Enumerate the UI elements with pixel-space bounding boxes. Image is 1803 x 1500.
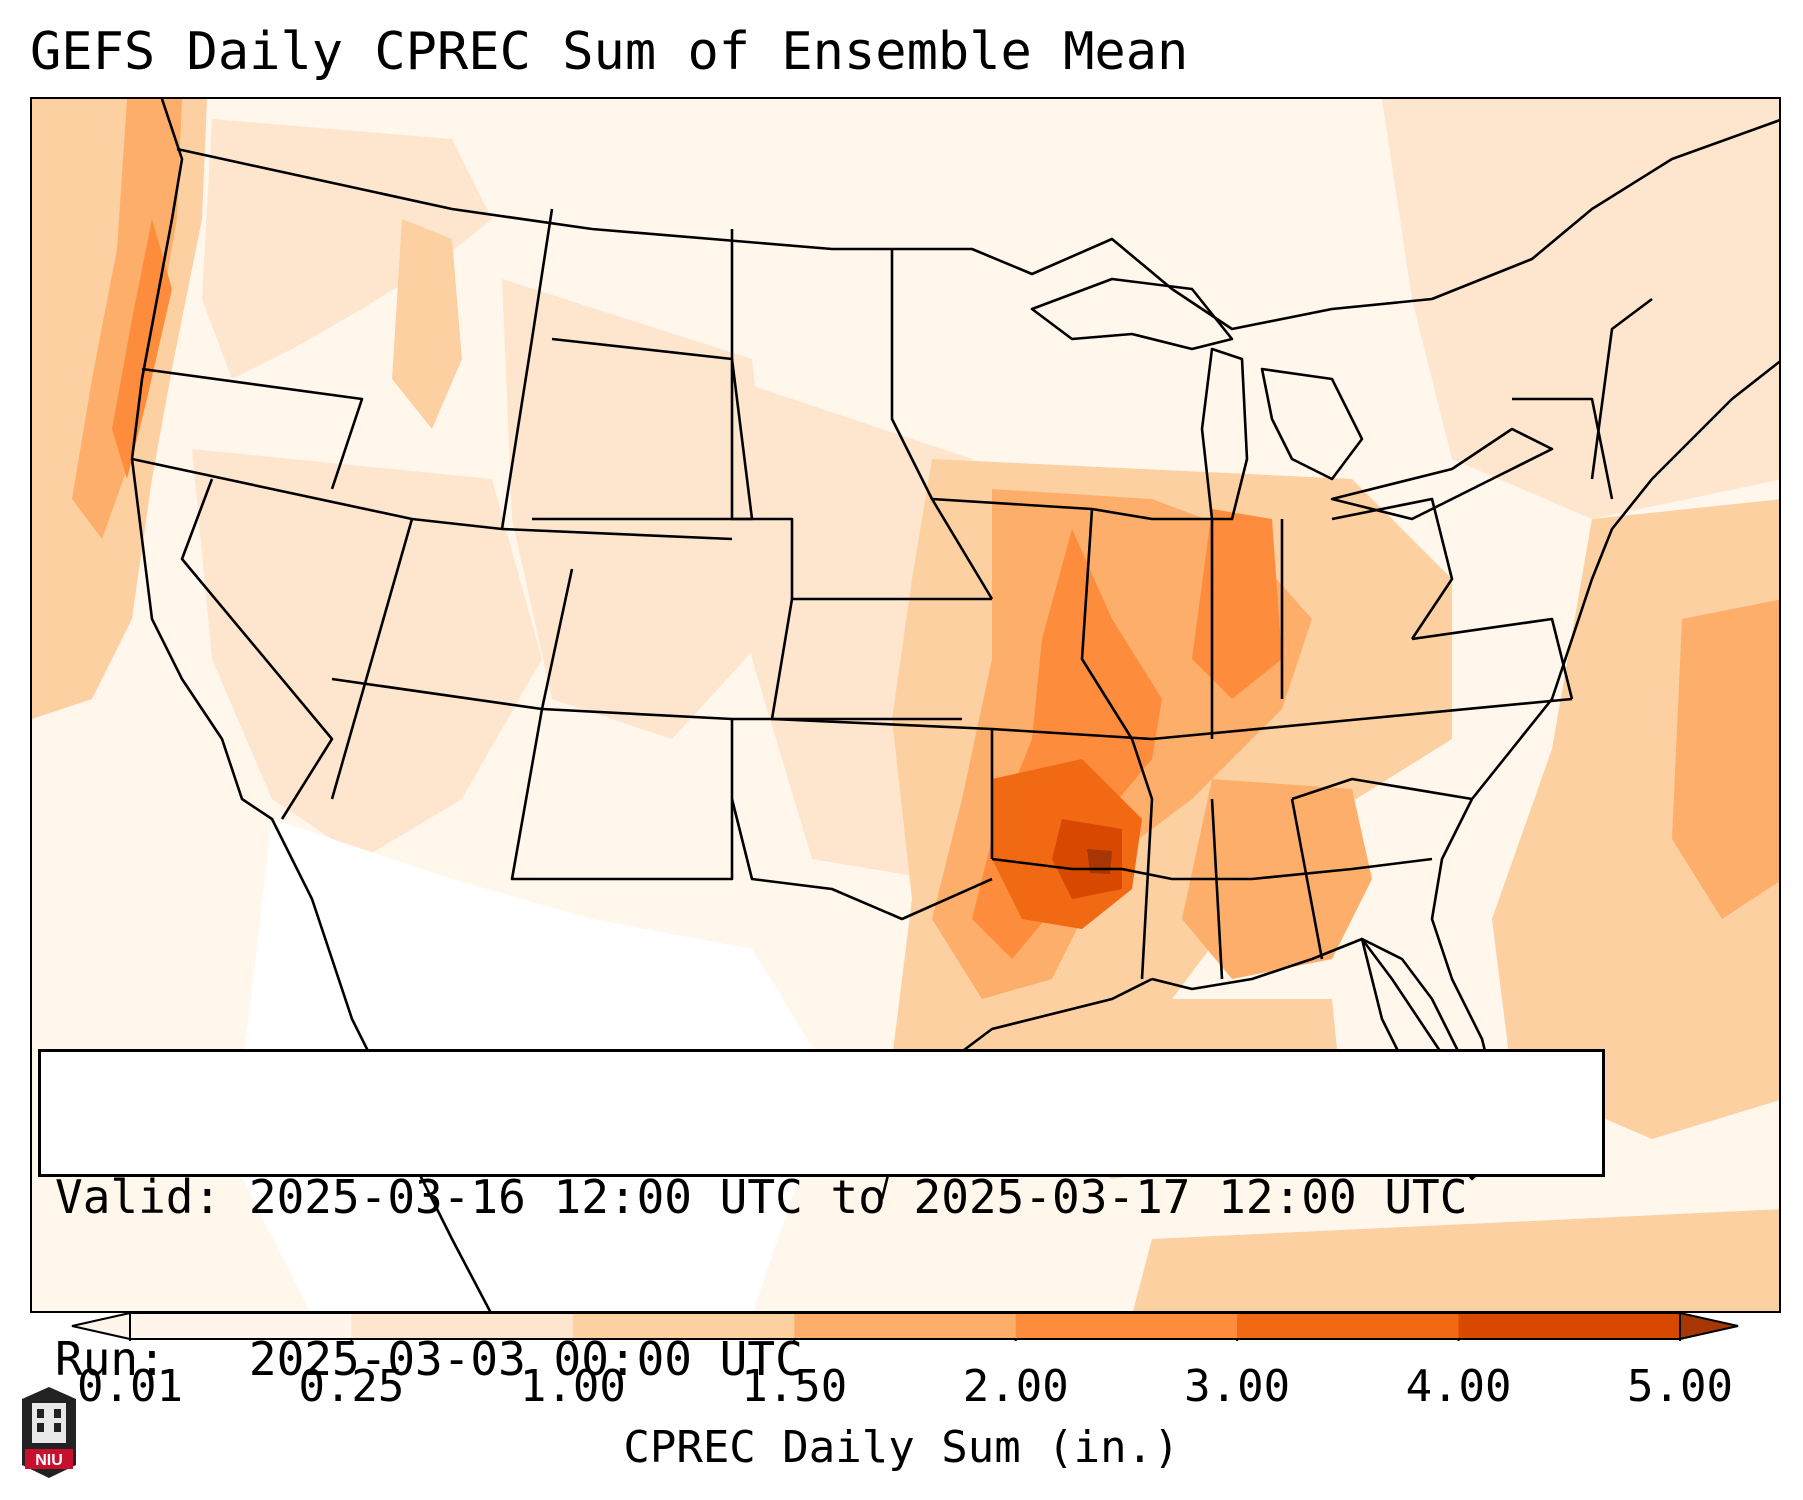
state-line-9 — [510, 568, 734, 881]
colorbar-tick-label: 3.00 — [1184, 1361, 1291, 1412]
colorbar-segment — [794, 1313, 1017, 1339]
great-lakes-michigan — [1200, 347, 1249, 521]
colorbar-tick-labels: 0.01 0.25 1.00 1.50 2.00 3.00 4.00 5.00 — [0, 1362, 1803, 1412]
state-line-22 — [1331, 497, 1454, 640]
colorbar-tick-label: 1.50 — [741, 1361, 848, 1412]
colorbar-graphic — [71, 1311, 1739, 1341]
great-lakes-superior — [1030, 277, 1234, 351]
precip-northeast — [1382, 99, 1779, 519]
state-line-7 — [532, 337, 754, 521]
colorbar-segment — [1015, 1313, 1238, 1339]
niu-logo: NIU — [22, 1387, 76, 1478]
valid-value: 2025-03-16 12:00 UTC to 2025-03-17 12:00… — [248, 1170, 1468, 1224]
state-line-16 — [1080, 508, 1134, 740]
state-line-10 — [770, 598, 994, 859]
colorbar-segment — [351, 1313, 574, 1339]
run-line: Run: 2025-03-03 00:00 UTC — [55, 1332, 1588, 1386]
state-line-4 — [330, 518, 414, 800]
state-line-2 — [131, 457, 733, 541]
colorbar-border — [129, 1312, 1681, 1340]
precip-atlantic-core — [1672, 599, 1779, 919]
colorbar — [70, 1311, 1740, 1341]
precip-pacific-core — [72, 99, 182, 539]
precip-pacific-peak — [112, 219, 172, 479]
colorbar-tick-label: 0.01 — [77, 1361, 183, 1412]
colorbar-segment — [1237, 1313, 1460, 1339]
logo-text: NIU — [35, 1452, 63, 1469]
state-line-20 — [1210, 798, 1224, 980]
state-line-8 — [730, 229, 992, 601]
state-line-19 — [1130, 738, 1154, 980]
run-label: Run: — [55, 1332, 166, 1386]
valid-run-info-box: Valid: 2025-03-16 12:00 UTC to 2025-03-1… — [38, 1049, 1605, 1386]
precip-caribbean — [1133, 1209, 1779, 1311]
colorbar-segment — [130, 1313, 352, 1339]
colorbar-tick-label: 5.00 — [1627, 1361, 1733, 1412]
state-line-1 — [141, 367, 364, 490]
precip-delta-peak — [1052, 819, 1122, 899]
colorbar-tick-label: 4.00 — [1405, 1361, 1512, 1412]
precip-great-basin — [192, 449, 542, 859]
state-line-12 — [890, 249, 994, 600]
state-line-14 — [991, 697, 1573, 741]
colorbar-tick-label: 2.00 — [962, 1361, 1069, 1412]
state-line-24 — [1291, 777, 1473, 801]
state-line-23 — [1411, 617, 1574, 700]
state-line-21 — [1290, 798, 1324, 960]
colorbar-segment — [572, 1313, 795, 1339]
state-line-6 — [500, 208, 554, 530]
state-line-13 — [931, 497, 1212, 521]
great-lakes-erie-ontario — [1330, 427, 1554, 521]
state-line-15 — [991, 857, 1433, 881]
precip-southeast — [1182, 779, 1372, 979]
colorbar-arrow-low — [71, 1311, 131, 1341]
east-coastline — [1151, 360, 1779, 1081]
precip-idaho — [392, 219, 462, 429]
colorbar-segment — [1458, 1313, 1681, 1339]
colorbar-tick-label: 0.25 — [298, 1361, 405, 1412]
chart-title: GEFS Daily CPREC Sum of Ensemble Mean — [30, 22, 1189, 82]
state-line-3 — [180, 478, 334, 820]
logo-band — [25, 1449, 73, 1469]
run-value: 2025-03-03 00:00 UTC — [248, 1332, 803, 1386]
state-line-11 — [730, 798, 993, 921]
colorbar-tick-label: 1.00 — [519, 1361, 626, 1412]
precip-northwest — [202, 119, 492, 379]
colorbar-arrow-high — [1679, 1311, 1739, 1341]
canada-border — [176, 119, 1779, 331]
valid-line: Valid: 2025-03-16 12:00 UTC to 2025-03-1… — [55, 1170, 1588, 1224]
precip-indiana — [1192, 509, 1282, 699]
great-lakes-huron — [1260, 367, 1364, 481]
state-line-26 — [1512, 397, 1614, 500]
valid-label: Valid: — [55, 1170, 222, 1224]
colorbar-label: CPREC Daily Sum (in.) — [623, 1422, 1180, 1473]
state-line-5 — [331, 677, 962, 721]
precip-rockies — [502, 279, 782, 739]
